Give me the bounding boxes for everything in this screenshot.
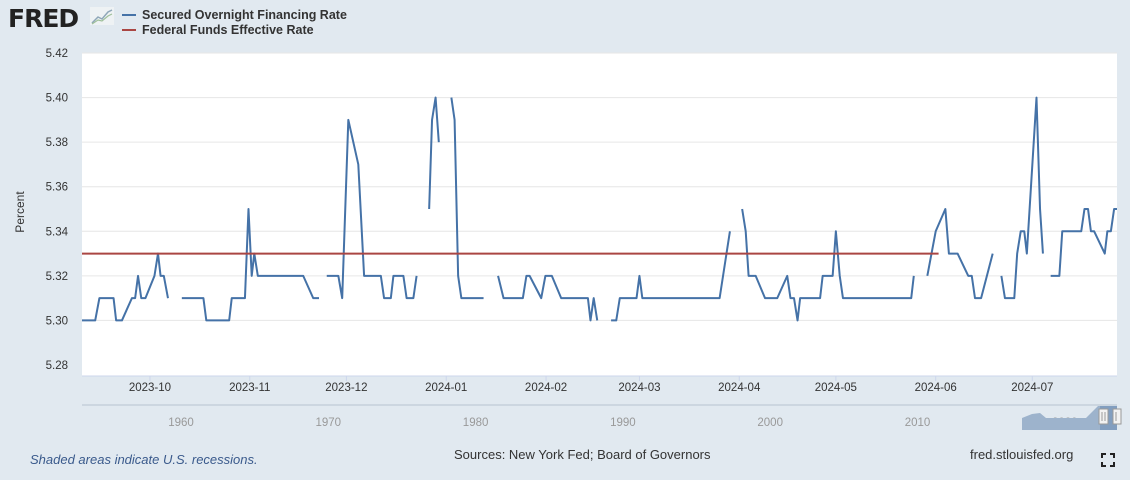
y-tick-label: 5.34 [46,226,69,238]
y-tick-label: 5.38 [46,137,68,149]
x-tick-label: 2024-06 [915,382,957,394]
sofr-line-segment [1050,208,1117,277]
x-tick-label: 2023-11 [229,382,270,394]
y-tick-label: 5.40 [46,93,68,105]
x-tick-label: 2024-02 [525,382,567,394]
sofr-line-segment [497,274,599,322]
legend-swatch [122,14,136,16]
sofr-line-segment [82,252,169,322]
sofr-line-segment [611,231,731,322]
recession-note: Shaded areas indicate U.S. recessions. [30,452,258,467]
x-tick-label: 2024-01 [425,382,467,394]
navigator-series-area [1022,406,1117,430]
navigator-handle-right[interactable] [1112,408,1122,425]
navigator-year-label: 1960 [168,417,194,429]
site-link[interactable]: fred.stlouisfed.org [970,447,1074,462]
sofr-line-segment [926,208,994,300]
y-tick-label: 5.30 [46,315,68,327]
x-tick-label: 2024-07 [1011,382,1053,394]
sources-text: Sources: New York Fed; Board of Governor… [454,447,711,462]
navigator-year-label: 1980 [463,417,489,429]
legend-label: Secured Overnight Financing Rate [142,8,347,22]
sofr-line-segment [181,208,320,322]
x-tick-label: 2023-12 [325,382,367,394]
fullscreen-icon[interactable] [1101,453,1115,467]
legend-item-effr[interactable]: Federal Funds Effective Rate [122,23,314,37]
navigator-handle-left[interactable] [1098,408,1109,425]
legend-item-sofr[interactable]: Secured Overnight Financing Rate [122,8,347,22]
sofr-line-segment [428,96,440,210]
y-tick-label: 5.42 [46,48,68,60]
sofr-line-segment [1000,96,1044,300]
chart-trend-icon [90,7,114,25]
y-tick-label: 5.32 [46,271,68,283]
x-tick-label: 2023-10 [129,382,171,394]
y-tick-label: 5.28 [46,360,68,372]
legend-swatch [122,29,136,31]
sofr-line-segment [450,97,484,300]
x-tick-label: 2024-04 [718,382,761,394]
fred-logo[interactable]: FRED [8,4,79,33]
navigator-year-label: 2010 [905,417,931,429]
legend-label: Federal Funds Effective Rate [142,23,314,37]
navigator-year-label: 2000 [757,417,783,429]
y-tick-label: 5.36 [46,182,68,194]
sofr-line-segment [326,118,418,300]
navigator-year-label: 1990 [610,417,636,429]
plot-area [82,53,1117,376]
x-tick-label: 2024-03 [618,382,660,394]
sofr-line-segment [741,208,915,322]
y-axis-label: Percent [13,191,27,233]
navigator-year-label: 1970 [316,417,342,429]
x-tick-label: 2024-05 [815,382,857,394]
